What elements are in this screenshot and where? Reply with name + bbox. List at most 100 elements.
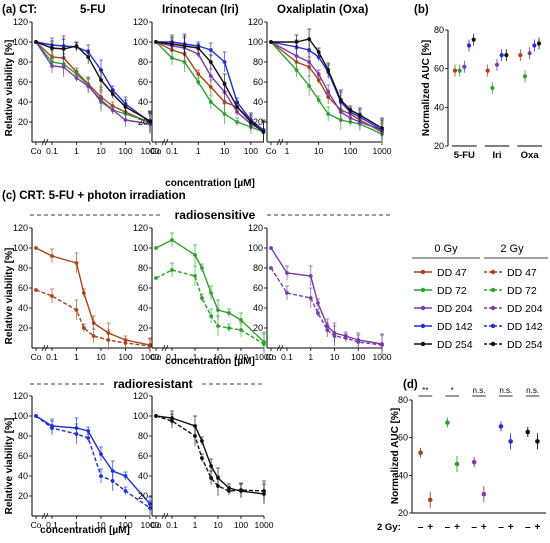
data-point <box>445 420 450 425</box>
y-tick-label: 120 <box>248 17 263 27</box>
category-label: 5-FU <box>454 150 475 161</box>
data-point <box>490 85 495 91</box>
legend-row-dd-254: DD 254 DD 254 <box>414 339 543 351</box>
legend-dashed-marker <box>490 269 496 275</box>
data-point <box>527 51 532 56</box>
data-point <box>356 340 361 344</box>
x-tick-label: 100 <box>118 352 132 362</box>
data-point <box>208 48 213 52</box>
y-tick-label: 80 <box>18 263 28 273</box>
y-tick-label: 20 <box>138 117 148 127</box>
data-point <box>239 488 243 492</box>
legend-row-dd-72: DD 72 DD 72 <box>414 285 537 297</box>
data-point <box>262 489 266 493</box>
data-point <box>74 432 79 436</box>
legend-dashed-marker <box>490 305 496 311</box>
e-x-axis-label: concentration [µM] <box>40 525 130 536</box>
data-point <box>380 343 384 347</box>
data-point <box>227 326 231 330</box>
data-point <box>196 46 201 50</box>
x-tick-label: 0.1 <box>46 146 58 156</box>
data-point <box>193 274 197 278</box>
x-tick-label: 10 <box>220 146 230 156</box>
data-point <box>99 452 103 456</box>
data-point <box>91 321 96 325</box>
data-point <box>50 254 54 258</box>
x-tick-label: 1 <box>193 352 198 362</box>
data-point <box>332 334 337 338</box>
y-tick-label: 20 <box>398 508 408 518</box>
data-point <box>99 98 103 102</box>
axis-break-mark <box>41 512 49 520</box>
data-point <box>91 334 96 338</box>
legend-2gy-entry: DD 254 <box>507 339 543 351</box>
gy-row-label: 2 Gy: <box>377 522 401 533</box>
data-point <box>154 276 158 280</box>
data-point <box>170 238 174 242</box>
data-point <box>196 80 201 84</box>
d-y-axis-label: Normalized AUC [%] <box>390 408 401 504</box>
x-tick-label: 10 <box>96 520 106 530</box>
series-line <box>35 415 151 505</box>
x-tick-label: 10 <box>96 352 106 362</box>
y-tick-label: 100 <box>13 411 28 421</box>
y-tick-label: 20 <box>18 323 28 333</box>
y-tick-label: 100 <box>13 37 28 47</box>
plus-label: + <box>481 522 487 533</box>
data-point <box>182 44 187 48</box>
plus-label: + <box>454 522 460 533</box>
data-point <box>170 42 174 46</box>
data-point <box>248 120 253 124</box>
legend-0gy-entry: DD 142 <box>437 321 473 333</box>
data-point <box>454 461 460 467</box>
data-point <box>326 68 331 72</box>
y-tick-label: 80 <box>253 57 263 67</box>
data-point <box>316 55 321 59</box>
data-point <box>86 436 91 440</box>
data-point <box>208 74 213 78</box>
data-point <box>261 130 266 134</box>
data-point <box>193 253 197 257</box>
x-tick-label: 1000 <box>373 146 392 156</box>
x-tick-label: Co <box>151 352 162 362</box>
data-point <box>50 46 54 50</box>
data-point <box>316 98 321 102</box>
x-tick-label: 100 <box>343 146 357 156</box>
data-point <box>50 64 54 68</box>
data-point <box>123 489 128 493</box>
panel-b-label: (b) <box>414 4 429 16</box>
data-point <box>50 294 54 298</box>
chart-c3: 20 40 60 80 100 120 Co 0.1 1 10 100 1000 <box>248 223 392 362</box>
chart-a1: 20 40 60 80 100 120 Co 0.1 1 10 100 1000 <box>13 17 160 156</box>
radioresistant-label: radioresistant <box>113 377 192 391</box>
data-point <box>285 271 289 275</box>
data-point <box>307 84 312 88</box>
data-point <box>269 246 273 250</box>
x-tick-label: 100 <box>244 146 258 156</box>
y-tick-label: 60 <box>434 64 444 74</box>
y-tick-label: 60 <box>138 451 148 461</box>
data-point <box>196 72 201 76</box>
x-tick-label: 1 <box>74 146 79 156</box>
chart-a3: 20 40 60 80 100 120 Co 1 10 100 1000 <box>248 17 392 156</box>
data-point <box>525 429 531 435</box>
data-point <box>110 92 115 96</box>
data-point <box>308 296 313 300</box>
chart-b: 20 40 60 80 5-FU Iri Oxa <box>434 25 542 161</box>
data-point <box>154 40 158 44</box>
x-tick-label: 100 <box>351 352 365 362</box>
axis-break-mark <box>161 344 169 352</box>
data-point <box>235 105 240 109</box>
data-point <box>235 110 240 114</box>
data-point <box>239 328 243 332</box>
data-point <box>154 414 158 418</box>
x-tick-label: 0.1 <box>46 520 58 530</box>
legend-solid-marker <box>420 269 426 275</box>
series-line <box>35 41 151 123</box>
data-point <box>110 108 115 112</box>
a-y-axis-label: Relative viability [%] <box>4 40 15 137</box>
data-point <box>148 506 152 510</box>
x-tick-label: 1000 <box>255 520 274 530</box>
data-point <box>123 341 128 345</box>
x-tick-label: 10 <box>330 352 340 362</box>
